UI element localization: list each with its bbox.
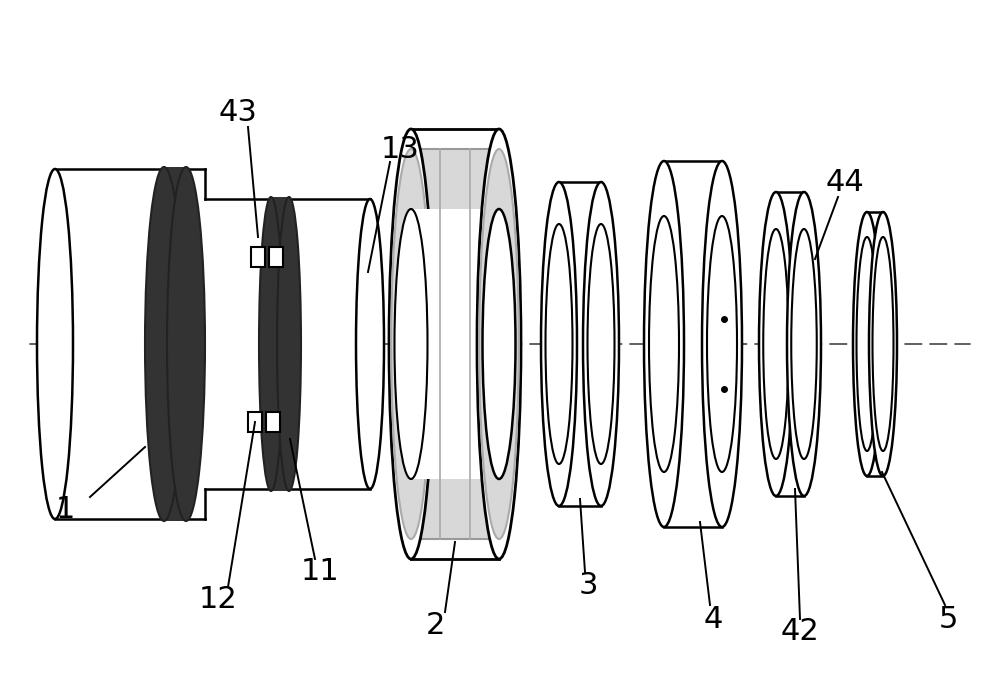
Ellipse shape: [167, 167, 205, 521]
Bar: [411, 149, 499, 539]
Text: 43: 43: [219, 98, 257, 126]
Ellipse shape: [583, 182, 619, 506]
Ellipse shape: [477, 129, 521, 559]
Ellipse shape: [759, 192, 793, 496]
Ellipse shape: [869, 212, 897, 476]
Bar: [664, 216, 722, 472]
Bar: [559, 182, 601, 506]
FancyBboxPatch shape: [248, 412, 262, 432]
Bar: [271, 197, 289, 491]
Ellipse shape: [483, 209, 516, 479]
Bar: [164, 167, 186, 521]
Ellipse shape: [787, 192, 821, 496]
Bar: [411, 129, 499, 559]
Ellipse shape: [707, 216, 737, 472]
Ellipse shape: [791, 229, 817, 459]
Bar: [776, 229, 804, 459]
Ellipse shape: [702, 161, 742, 527]
Ellipse shape: [644, 161, 684, 527]
Ellipse shape: [588, 224, 614, 464]
Ellipse shape: [277, 197, 301, 491]
Ellipse shape: [856, 237, 878, 451]
Text: 11: 11: [301, 557, 339, 587]
Ellipse shape: [546, 224, 572, 464]
FancyBboxPatch shape: [269, 247, 283, 267]
Ellipse shape: [479, 149, 519, 539]
Ellipse shape: [853, 212, 881, 476]
Bar: [559, 224, 601, 464]
Ellipse shape: [37, 169, 73, 519]
Bar: [867, 212, 883, 476]
Ellipse shape: [356, 199, 384, 489]
Ellipse shape: [872, 237, 894, 451]
Text: 42: 42: [781, 618, 819, 646]
Text: 3: 3: [578, 570, 598, 600]
Ellipse shape: [649, 216, 679, 472]
Bar: [411, 209, 499, 479]
Text: 1: 1: [55, 495, 75, 523]
Text: 13: 13: [381, 135, 419, 164]
Bar: [867, 237, 883, 451]
Text: 44: 44: [826, 168, 864, 196]
Ellipse shape: [391, 149, 431, 539]
Text: 4: 4: [703, 605, 723, 633]
Bar: [205, 199, 370, 489]
Text: 5: 5: [938, 605, 958, 633]
Ellipse shape: [259, 197, 283, 491]
Ellipse shape: [389, 129, 433, 559]
FancyBboxPatch shape: [251, 247, 265, 267]
Ellipse shape: [395, 209, 428, 479]
FancyBboxPatch shape: [266, 412, 280, 432]
Text: 12: 12: [199, 585, 237, 613]
Ellipse shape: [145, 167, 183, 521]
Bar: [55, 169, 205, 519]
Ellipse shape: [541, 182, 577, 506]
Bar: [776, 192, 804, 496]
Text: 2: 2: [425, 611, 445, 640]
Bar: [664, 161, 722, 527]
Ellipse shape: [763, 229, 789, 459]
